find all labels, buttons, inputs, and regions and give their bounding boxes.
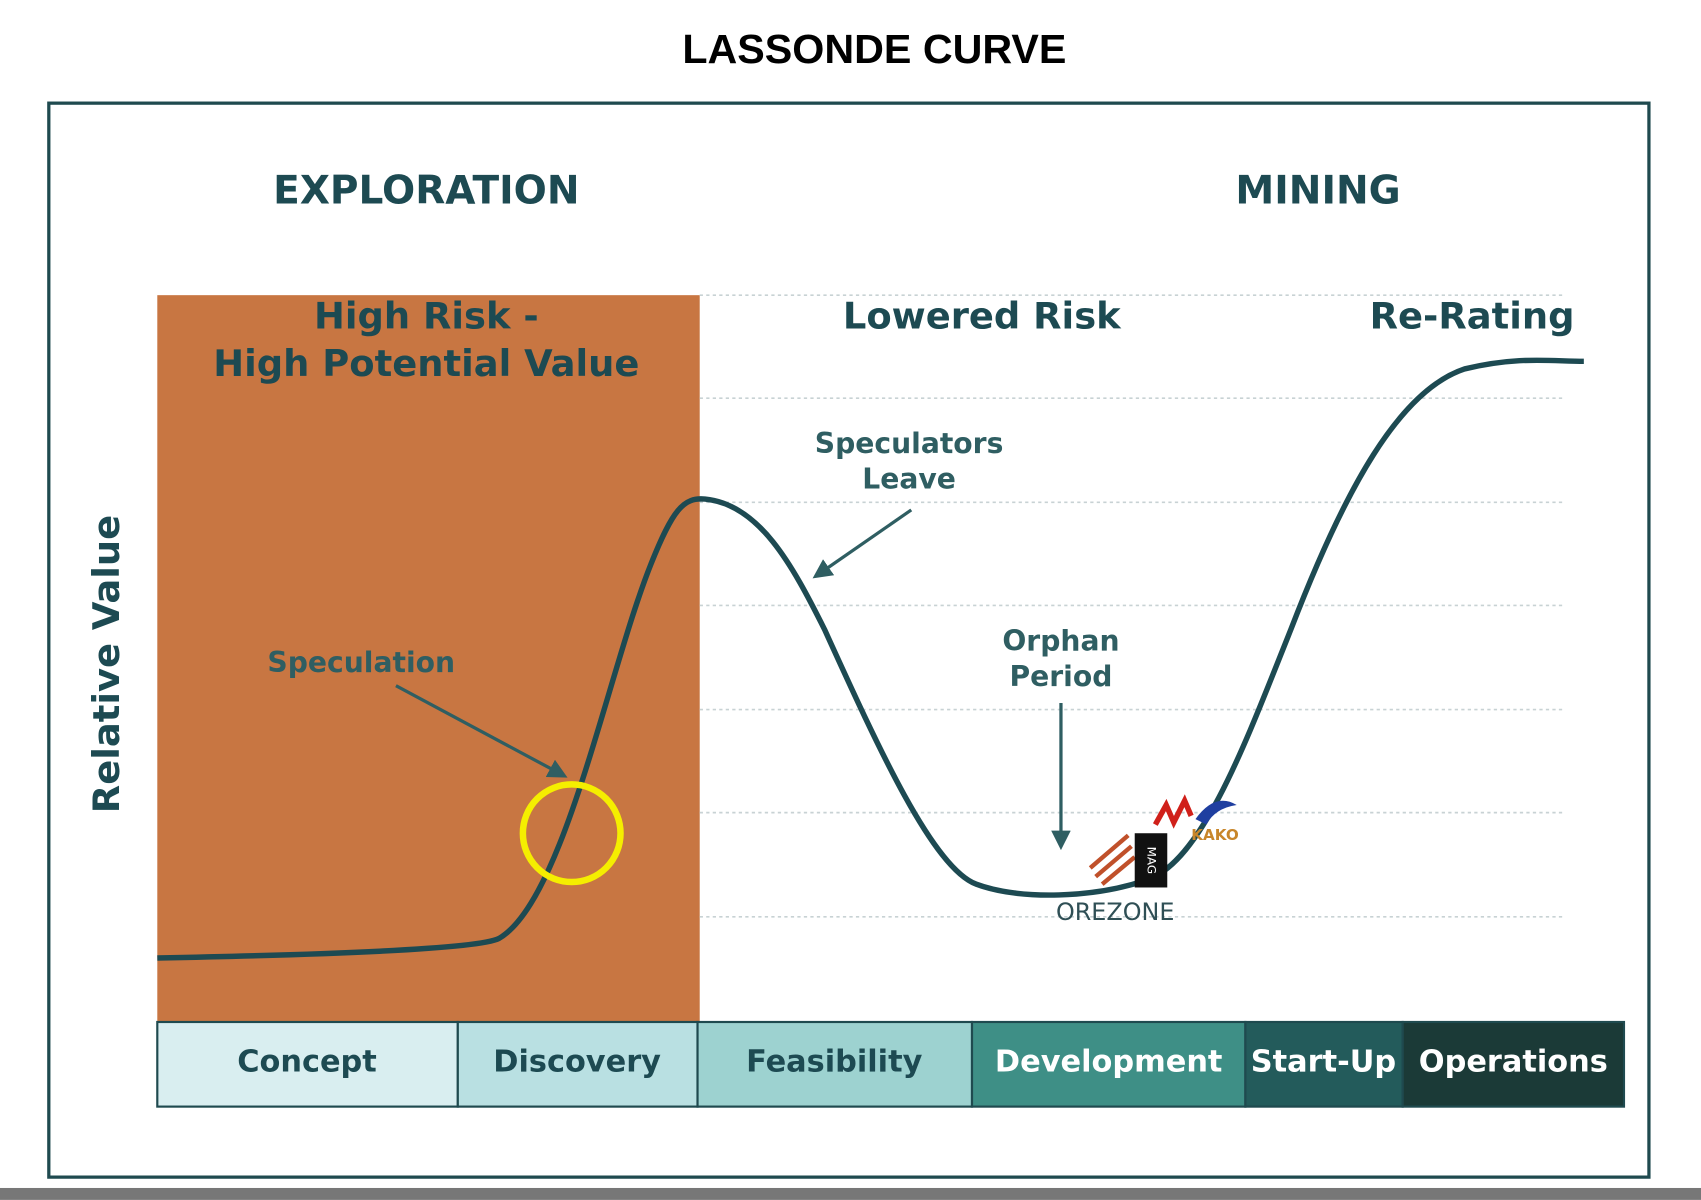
logo-text: KAKO [1191,826,1239,844]
axis-label: Relative Value [85,515,128,813]
arrow [395,684,568,778]
stage-label: Operations [1419,1045,1608,1080]
section-label: EXPLORATION [273,169,579,214]
annotation: Orphan [1002,624,1119,657]
annotation: Speculators [815,427,1004,460]
curve [157,357,1584,961]
zone-label: Lowered Risk [843,294,1122,337]
annotation: Speculation [267,646,455,679]
title: LASSONDE CURVE [682,26,1066,72]
stage-label: Feasibility [746,1045,923,1080]
grid [699,294,1563,918]
stage-label: Start-Up [1251,1045,1396,1080]
arrow [812,508,913,579]
logo-mark [1152,794,1194,829]
logos: MAG KAKO OREZONE [1056,794,1239,926]
mag-logo [1134,833,1168,888]
logo-text: OREZONE [1056,898,1174,926]
highlight-circle [519,781,624,886]
bottom-bar [0,1187,1701,1200]
logo-mark [1195,800,1237,825]
stage-label: Development [995,1045,1223,1080]
annotation: Period [1010,660,1113,693]
high-risk-zone [157,295,700,1022]
annotation: Leave [862,463,956,496]
zone-label: High Risk - [314,294,539,337]
zone-label: High Potential Value [213,342,639,385]
stage-label: Concept [237,1045,377,1080]
stage-label: Discovery [493,1045,661,1080]
section-label: MINING [1235,169,1400,214]
logo-text: MAG [1144,847,1158,874]
zone-label: Re-Rating [1370,294,1575,337]
stages [156,1020,1626,1108]
